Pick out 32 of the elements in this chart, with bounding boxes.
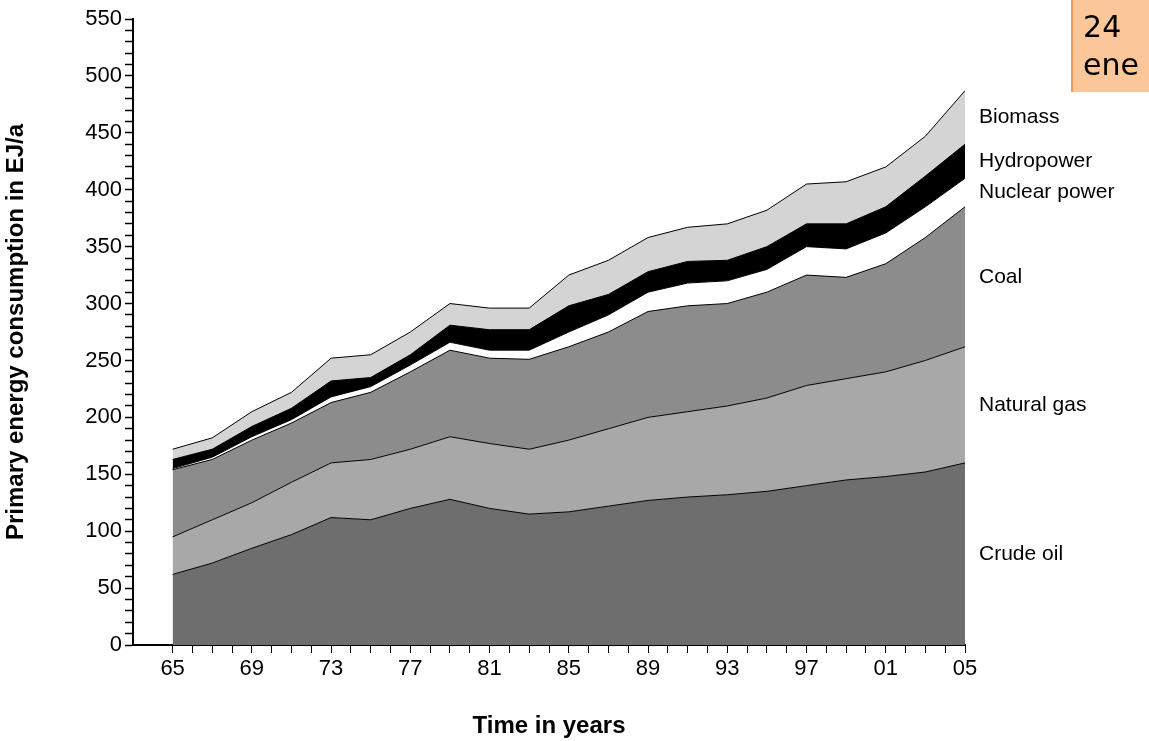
series-label: Crude oil — [979, 540, 1064, 564]
series-label: Nuclear power — [979, 179, 1115, 203]
x-tick-label: 89 — [635, 655, 661, 681]
y-tick-label: 450 — [85, 118, 122, 144]
y-tick-label: 250 — [85, 346, 122, 372]
x-axis-title: Time in years — [472, 711, 626, 739]
y-tick-label: 0 — [109, 631, 122, 657]
series-label: Natural gas — [979, 391, 1087, 415]
x-tick-label: 01 — [873, 655, 898, 681]
y-tick-label: 50 — [97, 574, 122, 600]
series-label: Biomass — [979, 104, 1060, 128]
y-tick-label: 150 — [85, 460, 122, 486]
x-tick-label: 77 — [398, 655, 423, 681]
y-tick-label: 350 — [85, 232, 122, 258]
text: 24 ene — [1071, 0, 1149, 92]
x-tick-label: 85 — [556, 655, 582, 681]
x-tick-label: 65 — [160, 655, 185, 681]
x-tick-label: 81 — [477, 655, 502, 681]
x-tick-label: 93 — [715, 655, 740, 681]
y-tick-label: 400 — [85, 175, 122, 201]
y-tick-label: 100 — [85, 517, 122, 543]
x-tick-label: 69 — [239, 655, 265, 681]
y-axis-title: Primary energy consumption in EJ/a — [1, 123, 29, 541]
y-tick-label: 500 — [85, 61, 122, 87]
series-label: Hydropower — [979, 148, 1093, 172]
y-tick-label: 300 — [85, 289, 122, 315]
x-tick-label: 73 — [318, 655, 344, 681]
y-tick-label: 550 — [85, 5, 122, 31]
x-tick-label: 97 — [794, 655, 819, 681]
x-tick-label: 05 — [952, 655, 978, 681]
series-label: Coal — [979, 263, 1023, 287]
y-tick-label: 200 — [85, 403, 122, 429]
